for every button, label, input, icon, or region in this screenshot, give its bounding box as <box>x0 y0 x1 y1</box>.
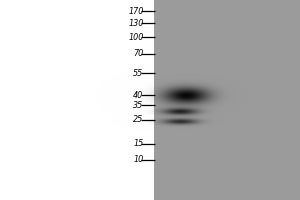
Text: 25: 25 <box>133 116 143 124</box>
Text: 55: 55 <box>133 68 143 77</box>
Text: 10: 10 <box>133 156 143 164</box>
Text: 35: 35 <box>133 100 143 110</box>
Text: 15: 15 <box>133 140 143 148</box>
Text: 170: 170 <box>128 6 143 16</box>
Text: 100: 100 <box>128 32 143 42</box>
Text: 130: 130 <box>128 19 143 27</box>
Text: 40: 40 <box>133 90 143 99</box>
Text: 70: 70 <box>133 49 143 58</box>
